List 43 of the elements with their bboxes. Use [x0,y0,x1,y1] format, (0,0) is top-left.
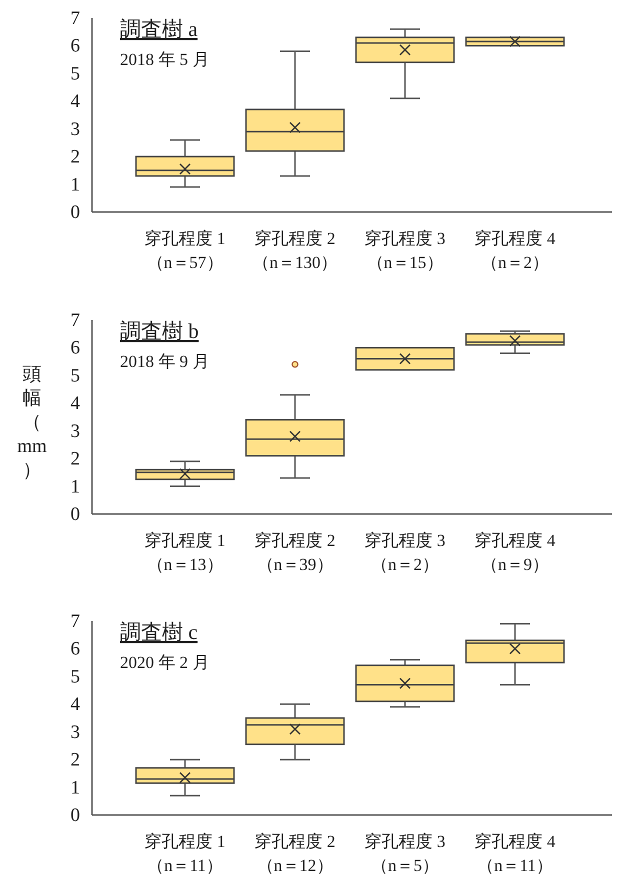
x-tick-label: 穿孔程度 4 （n＝9） [474,531,556,574]
y-tick-label: 5 [70,63,80,84]
text: 2020 年 2 月 [120,653,210,672]
y-tick-label: 7 [70,310,80,331]
x-tick-label: 穿孔程度 1 （n＝57） [144,229,226,272]
x-tick-label: 穿孔程度 3 （n＝15） [364,229,446,272]
x-tick-label: 穿孔程度 1 （n＝13） [144,531,226,574]
y-tick-label: 1 [70,777,80,798]
y-tick-label: 4 [70,393,80,414]
y-tick-label: 0 [70,202,80,223]
y-tick-label: 0 [70,504,80,525]
y-tick-label: 2 [70,146,80,168]
x-tick-label: 穿孔程度 3 （n＝2） [364,531,446,574]
y-tick-label: 5 [70,365,80,386]
x-tick-label: 穿孔程度 4 （n＝2） [474,229,556,272]
x-tick-label: 穿孔程度 4 （n＝11） [474,832,556,875]
y-tick-label: 6 [70,338,80,359]
y-tick-label: 3 [70,118,80,140]
y-tick-label: 6 [70,638,80,660]
x-tick-label: 穿孔程度 2 （n＝12） [254,832,336,875]
y-tick-label: 0 [70,805,80,826]
x-tick-label: 穿孔程度 2 （n＝39） [254,531,336,574]
chart-title: 調査樹 a [120,17,198,41]
y-tick-label: 1 [70,174,80,196]
y-tick-label: 5 [70,666,80,688]
chart-title: 調査樹 c [120,620,198,644]
y-tick-label: 4 [70,91,80,112]
y-tick-label: 4 [70,694,80,716]
y-tick-label: 7 [70,8,80,29]
y-tick-label: 3 [70,722,80,743]
text: 2018 年 5 月 [120,50,210,69]
y-tick-label: 2 [70,750,80,771]
y-tick-label: 6 [70,36,80,57]
x-tick-label: 穿孔程度 3 （n＝5） [364,832,446,875]
x-tick-label: 穿孔程度 2 （n＝130） [252,229,338,272]
y-tick-label: 7 [70,611,80,632]
chart-title: 調査樹 b [120,319,199,343]
x-tick-label: 穿孔程度 1 （n＝11） [144,832,226,875]
y-tick-label: 2 [70,448,80,470]
y-tick-label: 1 [70,476,80,498]
y-tick-label: 3 [70,420,80,442]
y-axis-title: 頭幅（mm） [17,364,47,481]
text: 2018 年 9 月 [120,352,210,371]
